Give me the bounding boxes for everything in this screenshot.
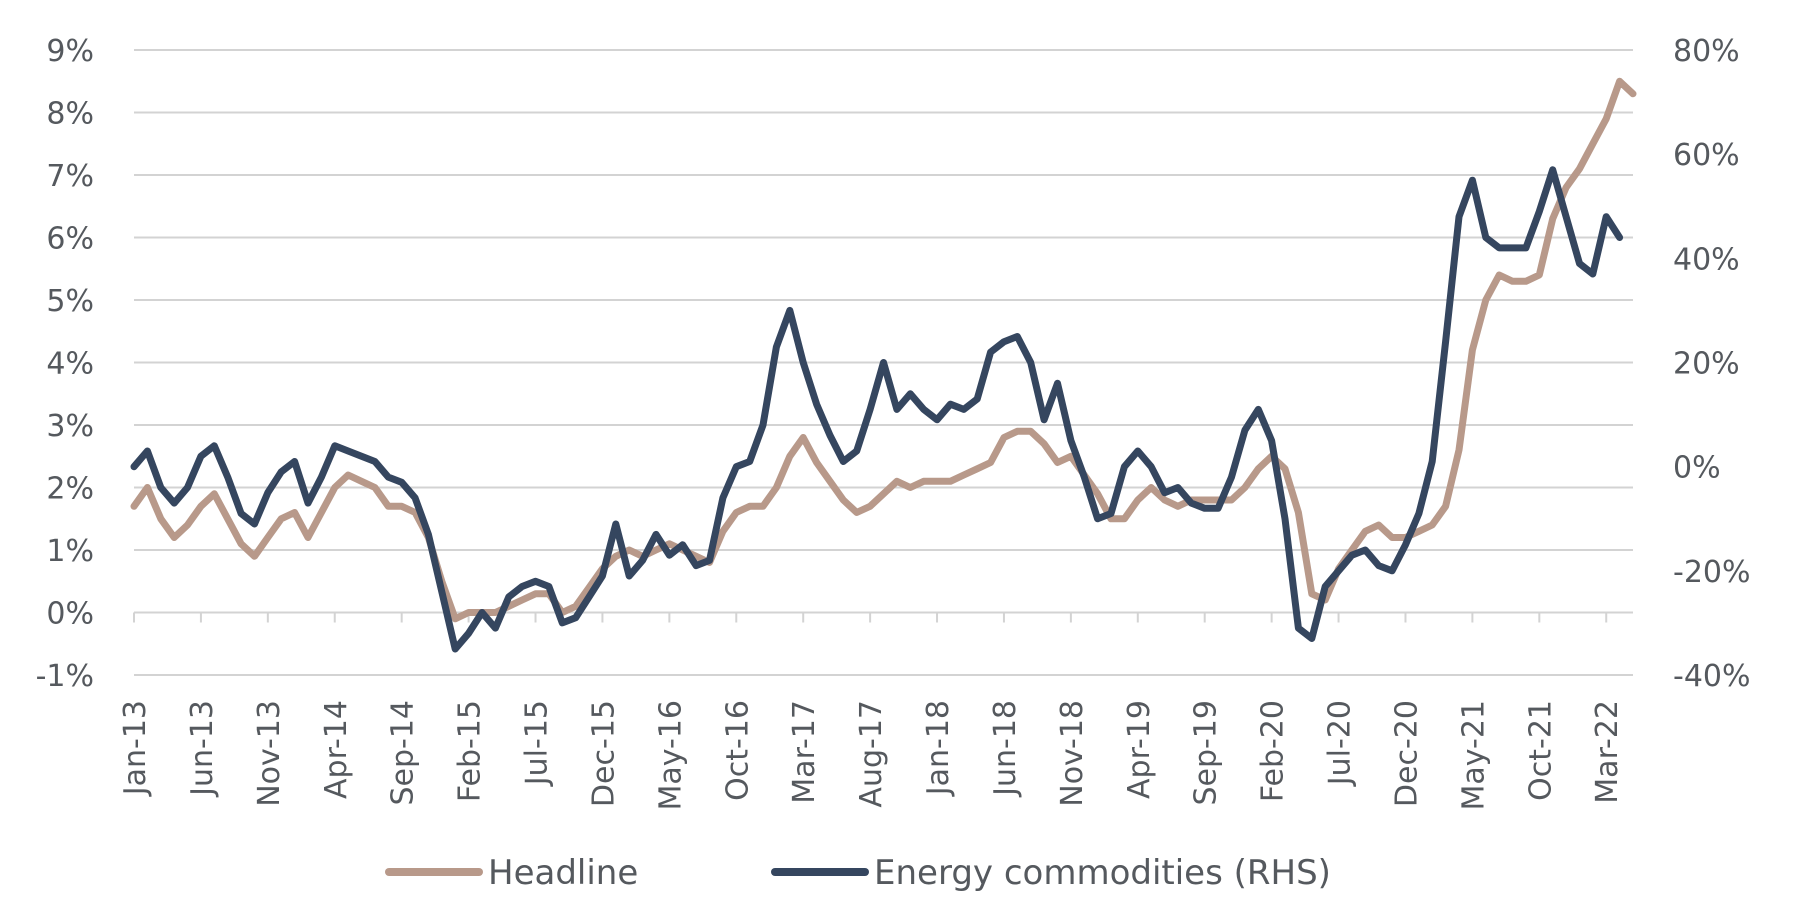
x-tick-label: Jun-18	[988, 700, 1023, 798]
x-tick-label: Nov-18	[1055, 700, 1090, 807]
x-tick-label: Jan-13	[118, 700, 153, 797]
x-tick-label: Apr-19	[1122, 700, 1157, 799]
series-line-energy-commodities	[130, 166, 1624, 653]
y-left-tick-label: 3%	[46, 409, 94, 444]
legend: Headline Energy commodities (RHS)	[385, 853, 1331, 893]
x-tick-label: Apr-14	[319, 700, 354, 799]
y-left-tick-label: 2%	[46, 472, 94, 507]
x-tick-label: Mar-22	[1590, 700, 1625, 804]
legend-label-energy: Energy commodities (RHS)	[874, 853, 1331, 893]
y-left-tick-label: 6%	[46, 222, 94, 257]
y-left-tick-label: 1%	[46, 534, 94, 569]
y-left-tick-label: 7%	[46, 159, 94, 194]
x-tick-label: Sep-19	[1189, 700, 1224, 806]
x-tick-label: Feb-20	[1256, 700, 1291, 802]
legend-label-headline: Headline	[488, 853, 638, 893]
x-tick-label: May-21	[1456, 700, 1491, 811]
y-left-tick-label: 0%	[46, 597, 94, 632]
x-tick-label: Jul-15	[520, 700, 555, 787]
x-tick-label: Dec-15	[586, 700, 621, 807]
y-right-tick-label: 20%	[1673, 347, 1740, 382]
x-tick-label: Feb-15	[453, 700, 488, 802]
y-axis-right: -40% -20% 0% 20% 40% 60% 80%	[1673, 34, 1751, 694]
x-tick-label: Aug-17	[854, 700, 889, 808]
y-right-tick-label: 60%	[1673, 138, 1740, 173]
x-axis: Jan-13 Jun-13 Nov-13 Apr-14 Sep-14 Feb-15 Jul-…	[118, 611, 1633, 811]
x-tick-label: Nov-13	[252, 700, 287, 807]
x-tick-label: Mar-17	[787, 700, 822, 804]
y-right-tick-label: 0%	[1673, 451, 1721, 486]
x-tick-label: Oct-16	[720, 700, 755, 801]
series-line-headline	[130, 77, 1637, 623]
y-axis-left: -1% 0% 1% 2% 3% 4% 5% 6% 7% 8% 9%	[36, 34, 94, 694]
x-tick-label: Dec-20	[1389, 700, 1424, 807]
y-left-tick-label: 9%	[46, 34, 94, 69]
x-tick-label: Jan-18	[921, 700, 956, 797]
y-right-tick-label: 40%	[1673, 242, 1740, 277]
x-tick-label: Jun-13	[185, 700, 220, 798]
y-left-tick-label: 5%	[46, 284, 94, 319]
series-lines	[130, 77, 1637, 653]
x-tick-label: Sep-14	[386, 700, 421, 806]
y-right-tick-label: -20%	[1673, 555, 1751, 590]
x-tick-label: Oct-21	[1523, 700, 1558, 801]
y-right-tick-label: 80%	[1673, 34, 1740, 69]
x-tick-label: Jul-20	[1323, 700, 1358, 787]
y-left-tick-label: 4%	[46, 347, 94, 382]
y-right-tick-label: -40%	[1673, 659, 1751, 694]
x-tick-label: May-16	[653, 700, 688, 811]
y-left-tick-label: 8%	[46, 97, 94, 132]
y-left-tick-label: -1%	[36, 659, 94, 694]
